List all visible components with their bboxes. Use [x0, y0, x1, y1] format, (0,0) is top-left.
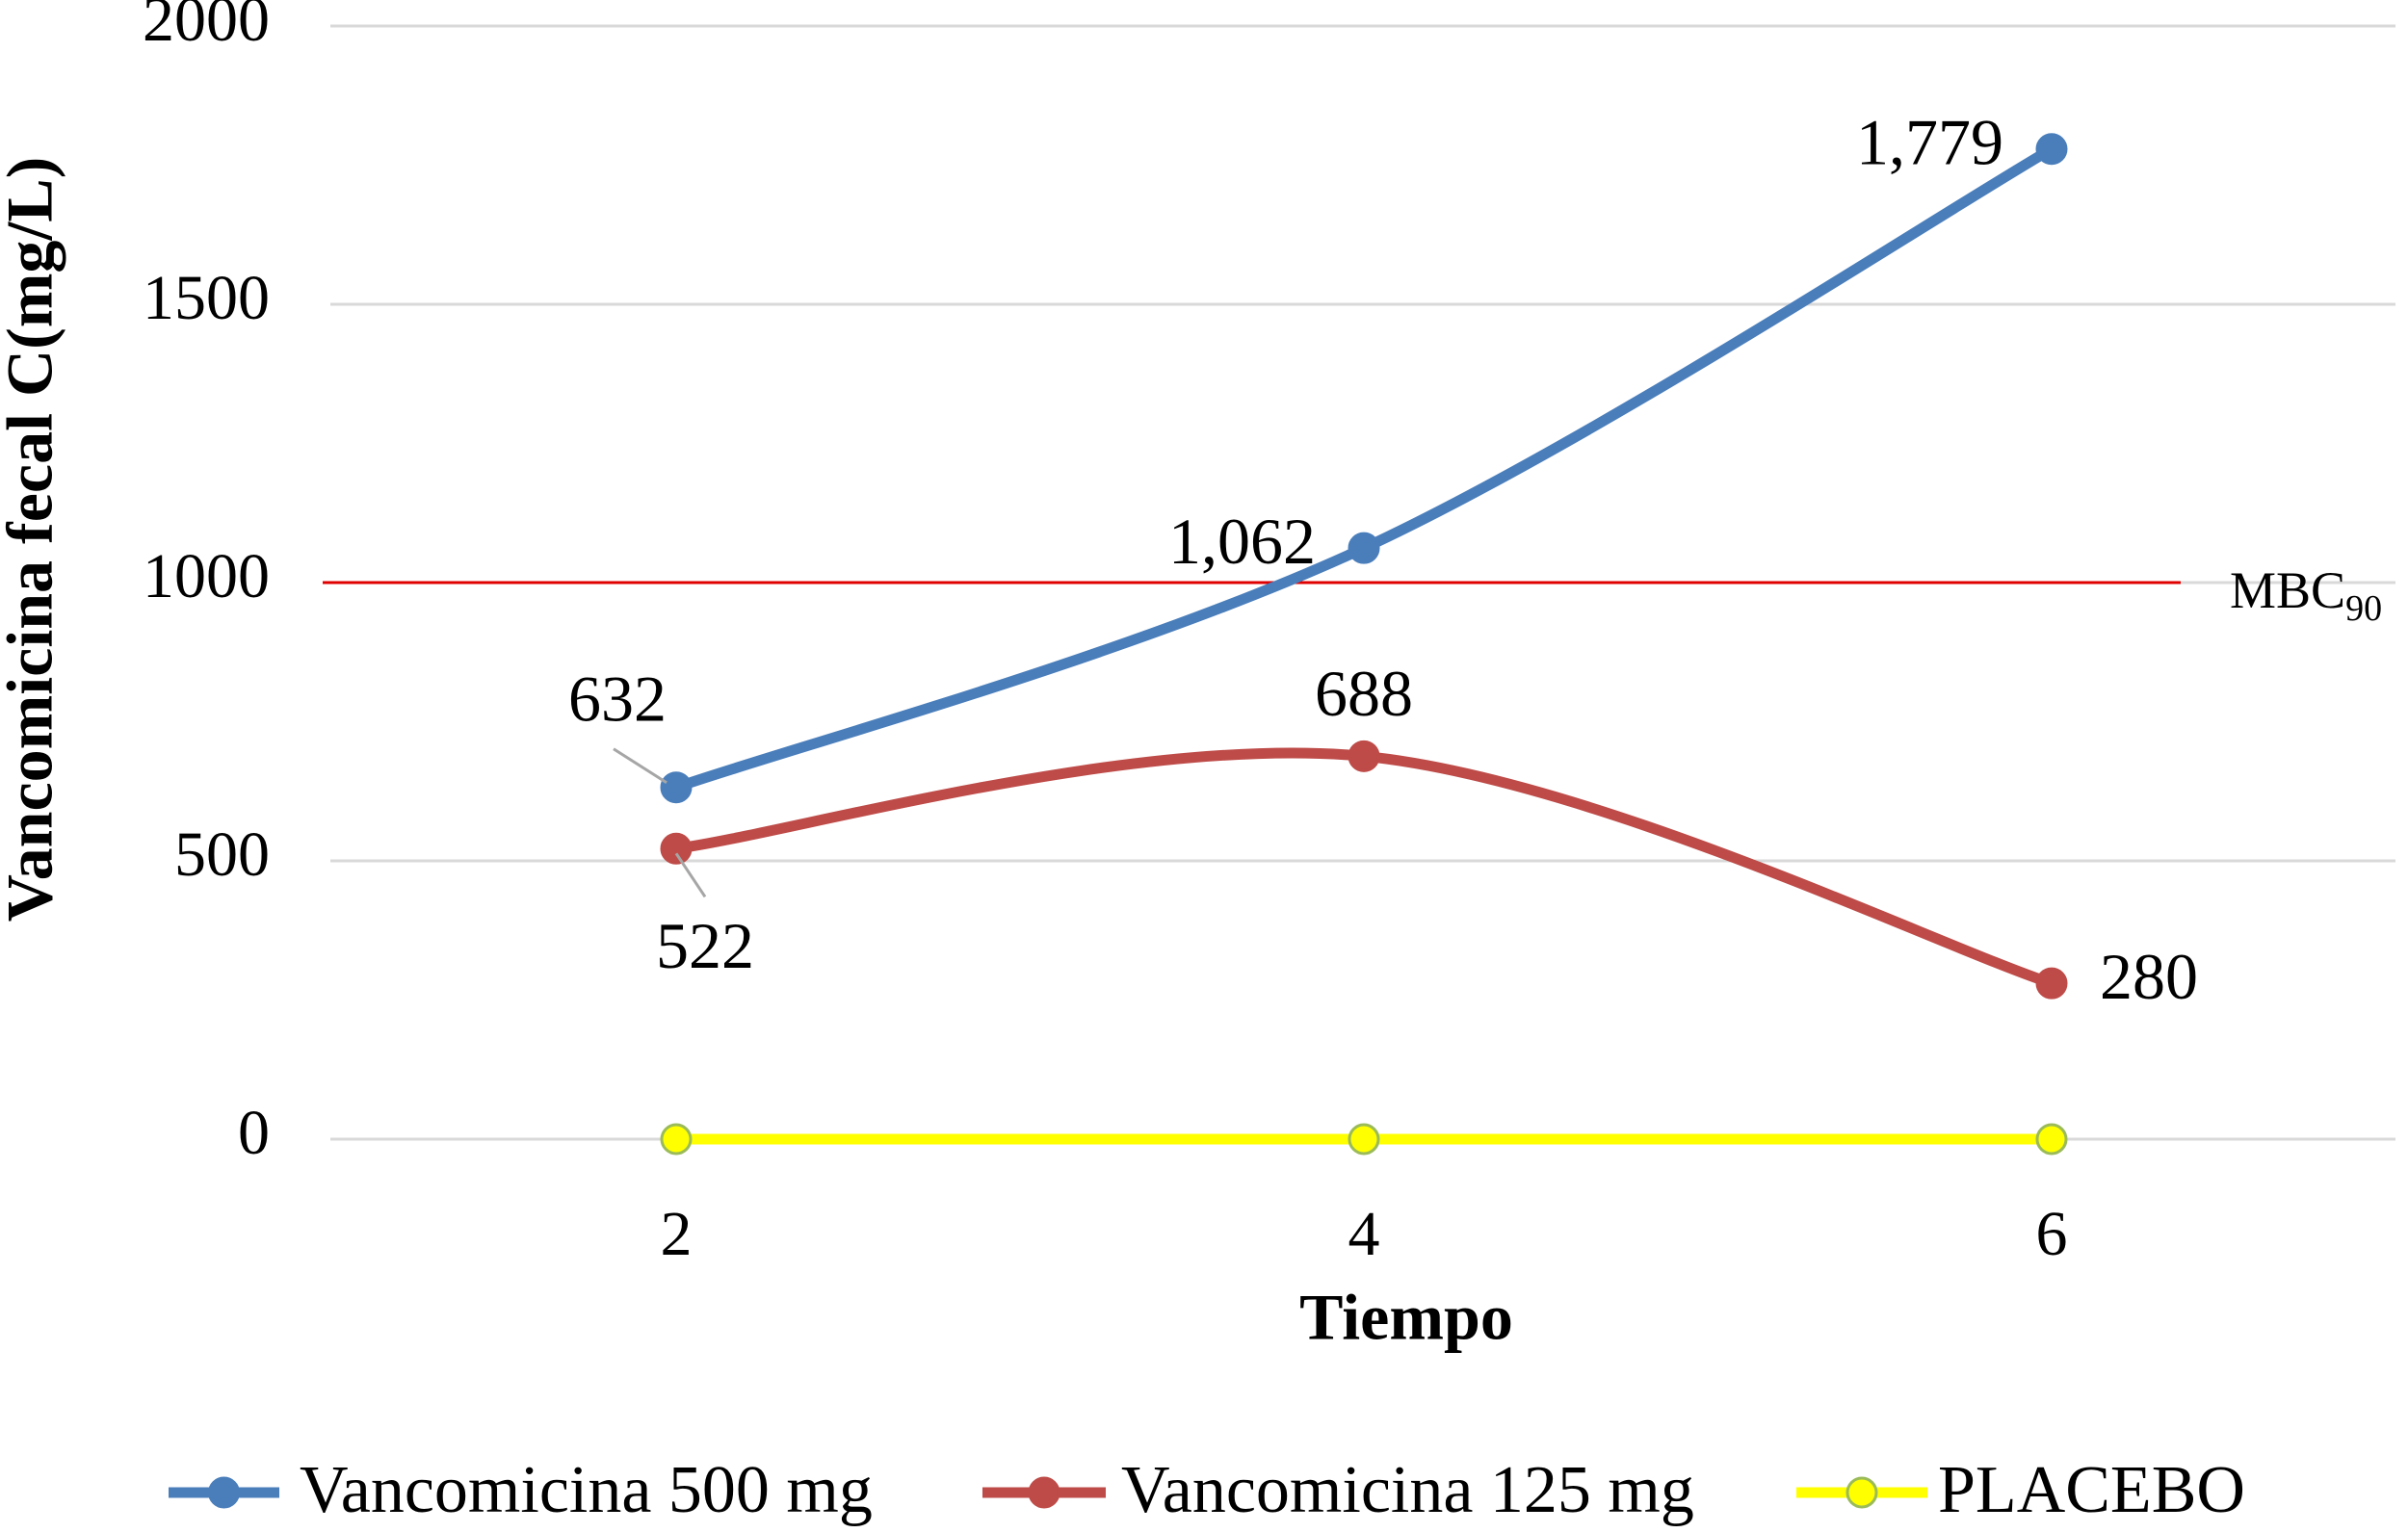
data-label: 1,062 [1168, 505, 1316, 578]
leader-line [613, 747, 667, 784]
data-label: 632 [568, 662, 667, 735]
data-point [660, 1123, 693, 1156]
data-point [1348, 740, 1380, 772]
data-point [1348, 1123, 1380, 1156]
data-label: 522 [656, 909, 754, 982]
data-point [660, 832, 693, 865]
legend-marker [1845, 1476, 1878, 1509]
legend-marker [1028, 1476, 1060, 1509]
data-point [2035, 1123, 2068, 1156]
data-point [2035, 967, 2068, 1000]
legend-label: Vancomicina 500 mg [300, 1453, 873, 1527]
leader-line [674, 852, 707, 898]
data-label: 1,779 [1856, 105, 2003, 178]
data-point [660, 771, 693, 804]
legend-label: Vancomicina 125 mg [1121, 1453, 1694, 1527]
data-point [2035, 133, 2068, 166]
y-tick-label: 0 [238, 1098, 270, 1168]
data-label: 688 [1315, 657, 1413, 730]
series-line [670, 747, 2057, 989]
x-tick-label: 4 [1348, 1199, 1380, 1269]
data-label: 280 [2100, 940, 2198, 1013]
y-tick-label: 1000 [143, 541, 270, 611]
x-tick-label: 6 [2036, 1199, 2068, 1269]
reference-label: MBC90 [2230, 561, 2382, 628]
legend-marker [208, 1476, 240, 1509]
legend-label: PLACEBO [1938, 1453, 2245, 1527]
y-tick-label: 2000 [143, 0, 270, 55]
y-axis-title: Vancomicina fecal C(mg/L) [0, 157, 66, 922]
data-point [1348, 532, 1380, 564]
x-tick-label: 2 [661, 1199, 693, 1269]
reference-label-text: MBC [2230, 561, 2345, 619]
y-tick-label: 1500 [143, 263, 270, 333]
x-axis-title: Tiempo [1299, 1281, 1513, 1354]
y-tick-label: 500 [174, 819, 270, 890]
reference-label-sub: 90 [2345, 588, 2382, 629]
